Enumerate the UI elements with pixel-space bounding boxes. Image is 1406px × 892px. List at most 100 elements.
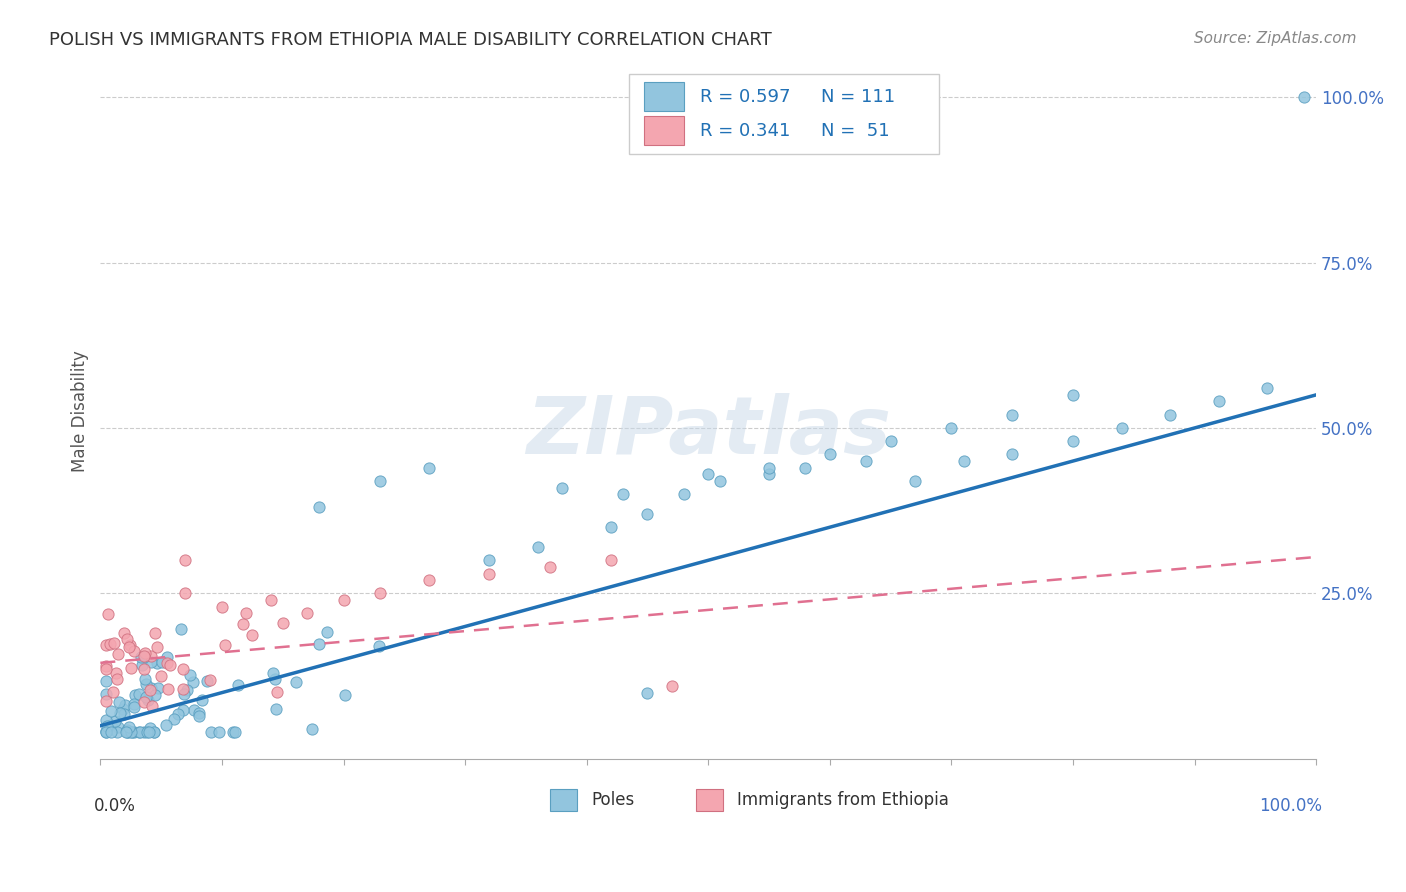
- Point: [368, 474, 391, 488]
- Point: [96, 725, 118, 739]
- Point: [1111, 421, 1133, 435]
- Point: [1208, 394, 1230, 409]
- Point: [174, 553, 197, 567]
- Point: [136, 725, 159, 739]
- Point: [156, 649, 179, 664]
- Point: [114, 698, 136, 713]
- Point: [259, 593, 281, 607]
- Point: [105, 672, 128, 686]
- Point: [1292, 90, 1315, 104]
- Point: [128, 687, 150, 701]
- Point: [143, 725, 166, 739]
- Point: [104, 714, 127, 728]
- Point: [118, 720, 141, 734]
- Point: [262, 665, 284, 680]
- Point: [100, 718, 122, 732]
- Point: [697, 467, 720, 482]
- Point: [105, 725, 128, 739]
- Text: N =  51: N = 51: [821, 121, 890, 140]
- Point: [636, 507, 658, 521]
- Point: [527, 540, 550, 554]
- Point: [295, 606, 318, 620]
- Point: [709, 474, 731, 488]
- Point: [120, 660, 142, 674]
- Point: [163, 712, 186, 726]
- Point: [143, 626, 166, 640]
- Point: [794, 460, 817, 475]
- Point: [1062, 434, 1084, 449]
- Point: [117, 725, 139, 739]
- Point: [232, 617, 254, 632]
- Point: [308, 637, 330, 651]
- Point: [134, 662, 156, 676]
- Point: [105, 665, 128, 680]
- Point: [941, 421, 963, 435]
- Point: [96, 724, 118, 739]
- Point: [855, 454, 877, 468]
- Point: [156, 656, 179, 670]
- Point: [134, 695, 156, 709]
- Point: [226, 678, 249, 692]
- Point: [187, 706, 209, 720]
- Bar: [696, 789, 723, 811]
- Point: [157, 681, 180, 696]
- Point: [368, 586, 391, 600]
- Point: [155, 718, 177, 732]
- Point: [139, 681, 162, 695]
- Point: [96, 674, 118, 689]
- Point: [107, 648, 129, 662]
- Point: [159, 658, 181, 673]
- Point: [150, 655, 173, 669]
- Point: [117, 723, 139, 738]
- Point: [551, 481, 574, 495]
- Point: [188, 709, 211, 723]
- Point: [170, 622, 193, 636]
- Point: [224, 725, 246, 739]
- Point: [121, 725, 143, 739]
- Point: [172, 681, 194, 696]
- Point: [214, 638, 236, 652]
- Point: [1159, 408, 1181, 422]
- Point: [112, 701, 135, 715]
- Point: [141, 648, 163, 663]
- Text: ZIPatlas: ZIPatlas: [526, 393, 891, 471]
- Point: [135, 677, 157, 691]
- Point: [316, 625, 339, 640]
- Point: [271, 616, 294, 631]
- Point: [200, 673, 222, 687]
- Point: [879, 434, 901, 449]
- Bar: [644, 116, 683, 145]
- Point: [134, 649, 156, 664]
- Point: [190, 693, 212, 707]
- Point: [134, 646, 156, 660]
- Point: [211, 599, 233, 614]
- Point: [183, 702, 205, 716]
- Point: [758, 460, 780, 475]
- Point: [96, 659, 118, 673]
- Point: [301, 722, 323, 736]
- Point: [120, 725, 142, 739]
- Point: [612, 487, 634, 501]
- Point: [179, 668, 201, 682]
- Point: [108, 706, 131, 721]
- Point: [122, 697, 145, 711]
- Text: R = 0.597: R = 0.597: [700, 87, 790, 106]
- Text: 0.0%: 0.0%: [94, 797, 136, 815]
- Point: [176, 683, 198, 698]
- Point: [636, 685, 658, 699]
- Point: [100, 704, 122, 718]
- Point: [103, 636, 125, 650]
- Point: [138, 725, 160, 739]
- Point: [222, 725, 245, 739]
- Point: [141, 698, 163, 713]
- Point: [115, 725, 138, 739]
- Point: [172, 702, 194, 716]
- Point: [172, 662, 194, 676]
- Point: [96, 725, 118, 739]
- Point: [418, 460, 440, 475]
- Point: [148, 681, 170, 695]
- Point: [266, 684, 288, 698]
- Point: [100, 725, 122, 739]
- Point: [284, 675, 307, 690]
- Point: [208, 725, 231, 739]
